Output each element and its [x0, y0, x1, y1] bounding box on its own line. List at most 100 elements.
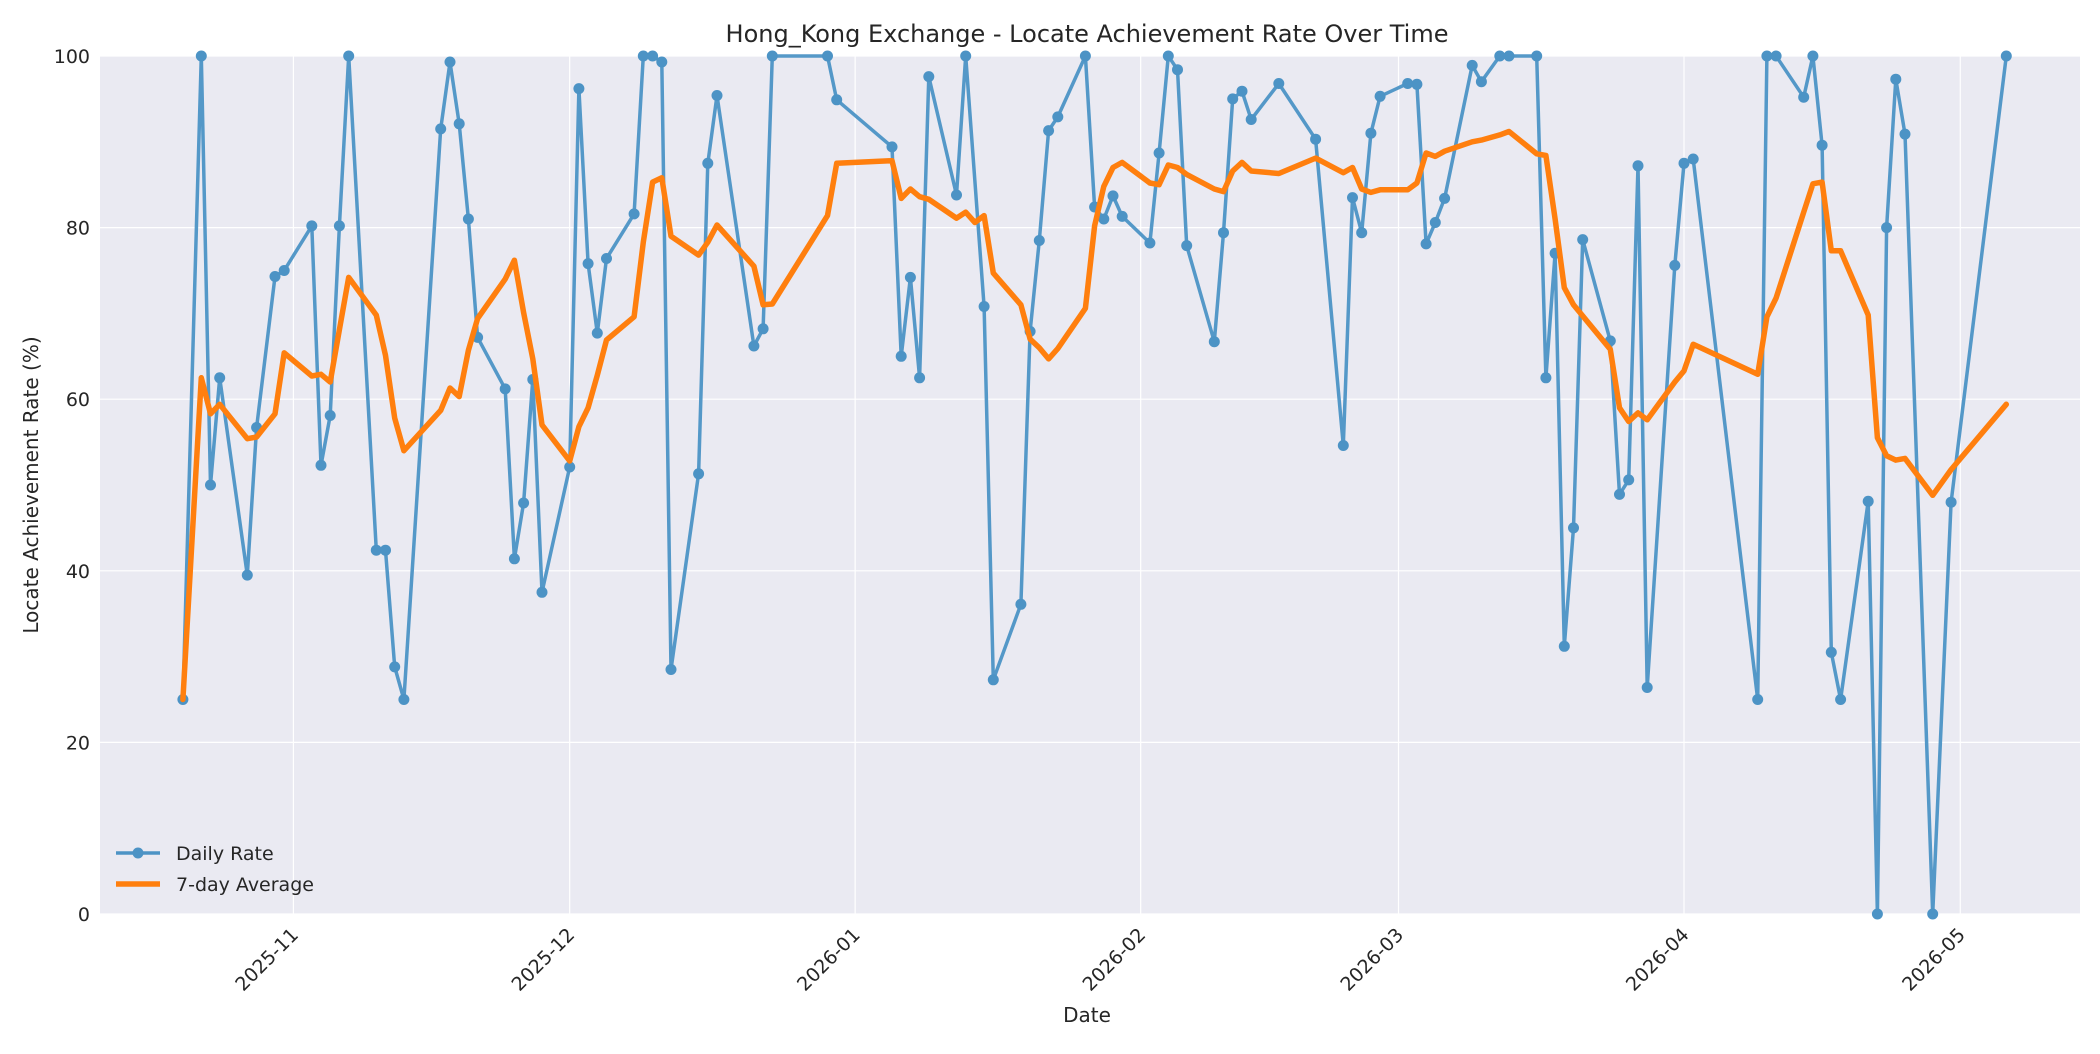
- daily-rate-point: [205, 479, 216, 491]
- y-tick-label: 40: [66, 561, 90, 583]
- daily-rate-point: [1687, 153, 1699, 165]
- daily-rate-point: [462, 213, 474, 225]
- daily-rate-point: [711, 90, 723, 101]
- daily-rate-point: [987, 674, 999, 686]
- daily-rate-point: [1798, 91, 1810, 103]
- daily-rate-point: [886, 141, 898, 153]
- daily-rate-point: [269, 271, 281, 282]
- daily-rate-point: [444, 56, 456, 68]
- average-series: [180, 128, 2010, 703]
- daily-rate-point: [315, 459, 327, 471]
- daily-rate-point: [1623, 474, 1635, 486]
- daily-rate-point: [1107, 190, 1119, 202]
- daily-rate-point: [601, 253, 612, 264]
- daily-rate-point: [333, 220, 345, 232]
- daily-rate-point: [508, 553, 520, 565]
- chart-title: Hong_Kong Exchange - Locate Achievement …: [726, 20, 1449, 48]
- x-axis-title: Date: [1063, 1003, 1111, 1027]
- daily-rate-series: [177, 50, 2012, 920]
- daily-rate-point: [1052, 111, 1064, 123]
- daily-rate-point: [1347, 192, 1358, 204]
- daily-rate-point: [380, 544, 391, 556]
- daily-rate-point: [748, 340, 760, 352]
- daily-rate-point: [1227, 93, 1239, 105]
- daily-rate-point: [978, 301, 990, 312]
- daily-rate-point: [1531, 50, 1543, 62]
- daily-rate-point: [1862, 495, 1874, 507]
- daily-rate-point: [1365, 127, 1377, 139]
- daily-rate-point: [1411, 78, 1423, 90]
- daily-rate-point: [1218, 227, 1229, 239]
- daily-rate-point: [324, 410, 336, 421]
- daily-rate-point: [1420, 238, 1432, 250]
- daily-rate-point: [1356, 227, 1368, 239]
- daily-rate-point: [1871, 908, 1883, 920]
- daily-rate-point: [453, 118, 465, 130]
- daily-rate-point: [1945, 496, 1957, 508]
- daily-rate-point: [195, 50, 207, 62]
- daily-rate-point: [1540, 372, 1552, 384]
- daily-rate-point: [1466, 59, 1478, 71]
- y-tick-label: 20: [66, 732, 90, 754]
- x-tick-label: 2026-03: [1336, 924, 1408, 996]
- legend-average-label: 7-day Average: [176, 874, 314, 896]
- daily-rate-point: [1015, 598, 1027, 610]
- daily-rate-point: [1641, 682, 1653, 693]
- daily-rate-point: [370, 544, 382, 556]
- daily-rate-point: [1761, 50, 1773, 62]
- daily-rate-point: [665, 664, 677, 675]
- daily-rate-point: [628, 208, 640, 220]
- daily-rate-line: [181, 54, 2009, 916]
- daily-rate-point: [1374, 90, 1386, 102]
- daily-rate-point: [1881, 222, 1893, 234]
- daily-rate-point: [831, 94, 843, 106]
- daily-rate-point: [389, 661, 401, 673]
- daily-rate-point: [1614, 488, 1625, 500]
- x-tick-label: 2025-11: [231, 924, 303, 996]
- daily-rate-point: [1429, 217, 1441, 228]
- daily-rate-point: [1816, 139, 1828, 151]
- daily-rate-point: [1236, 85, 1248, 97]
- daily-rate-point: [241, 569, 253, 581]
- x-tick-label: 2026-01: [793, 924, 865, 996]
- daily-rate-point: [1475, 76, 1487, 88]
- daily-rate-point: [1632, 160, 1644, 172]
- daily-rate-point: [1558, 640, 1570, 652]
- y-tick-label: 80: [66, 218, 90, 240]
- daily-rate-point: [822, 50, 833, 62]
- daily-rate-point: [518, 497, 530, 509]
- daily-rate-point: [536, 586, 548, 598]
- daily-rate-point: [1310, 133, 1322, 145]
- daily-rate-point: [904, 271, 916, 283]
- daily-rate-point: [343, 50, 355, 62]
- daily-rate-point: [435, 123, 447, 135]
- daily-rate-point: [2000, 50, 2012, 62]
- daily-rate-point: [914, 372, 926, 384]
- daily-rate-point: [1899, 128, 1911, 140]
- legend-daily-marker: [132, 847, 144, 859]
- x-tick-label: 2026-02: [1078, 924, 1150, 996]
- y-axis-title: Locate Achievement Rate (%): [19, 336, 43, 633]
- y-tick-label: 100: [54, 46, 90, 68]
- daily-rate-point: [1098, 213, 1110, 225]
- daily-rate-point: [573, 83, 585, 95]
- x-tick-label: 2026-05: [1898, 924, 1970, 996]
- x-tick-label: 2025-12: [508, 924, 580, 996]
- daily-rate-point: [1494, 50, 1506, 62]
- daily-rate-point: [1807, 50, 1819, 62]
- daily-rate-point: [591, 327, 603, 339]
- average-line: [180, 128, 2010, 703]
- daily-rate-point: [647, 50, 659, 62]
- daily-rate-point: [582, 258, 594, 270]
- daily-rate-point: [1273, 78, 1285, 89]
- y-tick-label: 0: [78, 904, 90, 926]
- daily-rate-point: [1033, 235, 1045, 246]
- y-tick-label: 60: [66, 389, 90, 411]
- x-axis-ticks: 2025-11 2025-12 2026-01 2026-02 2026-03 2026-…: [231, 924, 1970, 996]
- daily-rate-point: [1770, 50, 1782, 62]
- daily-rate-point: [1577, 234, 1589, 246]
- daily-rate-point: [1678, 157, 1690, 169]
- daily-rate-point: [1144, 237, 1156, 249]
